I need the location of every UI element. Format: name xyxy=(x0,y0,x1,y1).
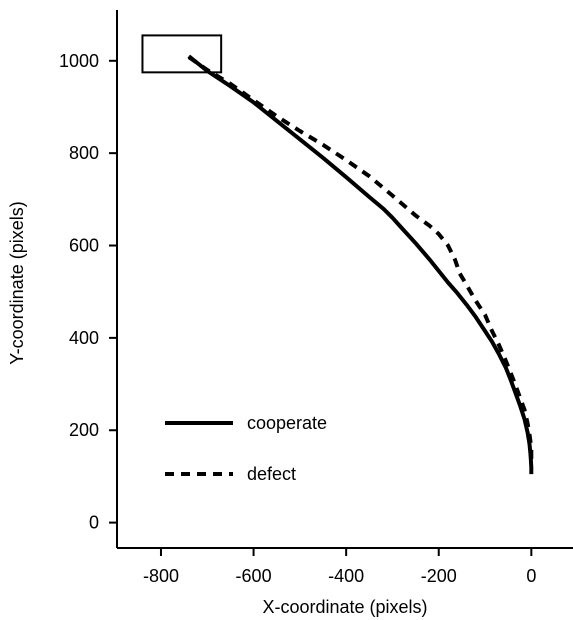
axes xyxy=(116,10,573,549)
y-tick-label: 400 xyxy=(69,328,99,348)
y-tick-label: 200 xyxy=(69,420,99,440)
x-axis-title: X-coordinate (pixels) xyxy=(262,597,427,617)
x-tick-label: -200 xyxy=(421,566,457,586)
series-line-cooperate xyxy=(187,54,534,475)
tick-marks xyxy=(109,59,533,556)
plot-series xyxy=(187,54,534,475)
annotations xyxy=(141,34,223,74)
legend-label-cooperate: cooperate xyxy=(247,413,327,433)
y-tick-label: 800 xyxy=(69,143,99,163)
legend-label-defect: defect xyxy=(247,464,296,484)
tick-labels: -800 -600 -400 -200 0 0 200 400 600 800 1000 xyxy=(59,51,536,586)
series-line-defect xyxy=(187,55,534,463)
y-axis-title: Y-coordinate (pixels) xyxy=(7,201,27,364)
legend: cooperate defect xyxy=(165,413,327,484)
start-region-box xyxy=(141,34,223,74)
y-tick-label: 1000 xyxy=(59,51,99,71)
x-tick-label: -800 xyxy=(143,566,179,586)
x-tick-label: -400 xyxy=(328,566,364,586)
y-tick-label: 0 xyxy=(89,513,99,533)
y-tick-label: 600 xyxy=(69,236,99,256)
x-tick-label: 0 xyxy=(526,566,536,586)
x-tick-label: -600 xyxy=(236,566,272,586)
